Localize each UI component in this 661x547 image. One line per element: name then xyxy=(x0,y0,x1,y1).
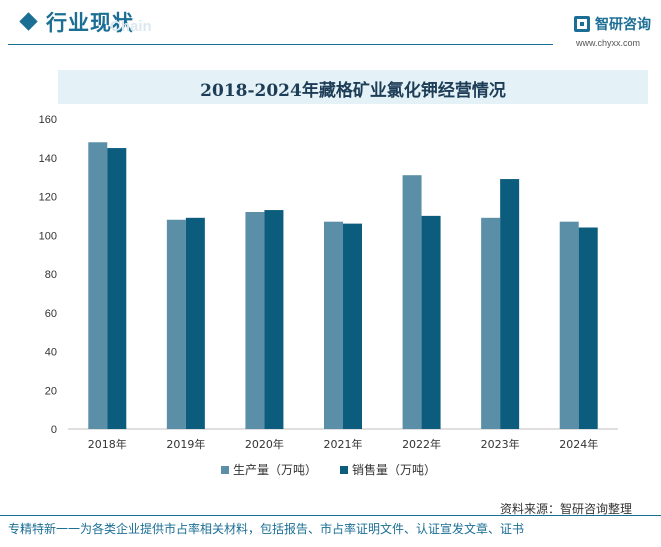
legend-label: 生产量（万吨） xyxy=(233,463,317,477)
bar-production xyxy=(324,221,343,429)
y-tick-label: 100 xyxy=(39,230,57,242)
x-tick-label: 2018年 xyxy=(88,437,127,451)
section-bg-text: Chain xyxy=(110,18,152,35)
legend-swatch xyxy=(340,466,348,474)
bar-production xyxy=(245,212,265,429)
bar-sales xyxy=(264,210,284,429)
bar-sales xyxy=(107,148,127,429)
footer-divider xyxy=(0,515,661,516)
y-tick-label: 40 xyxy=(45,347,57,359)
source-note: 资料来源：智研咨询整理 xyxy=(500,502,633,516)
x-tick-label: 2020年 xyxy=(245,437,284,451)
y-tick-label: 80 xyxy=(45,269,57,281)
y-tick-label: 160 xyxy=(39,114,57,126)
bar-production xyxy=(88,142,108,429)
section-title: 行业现状 xyxy=(46,11,134,35)
logo-icon xyxy=(574,16,590,32)
bar-sales xyxy=(500,179,520,429)
y-tick-label: 140 xyxy=(39,153,57,165)
bar-production xyxy=(559,221,579,429)
brand-logo: 智研咨询 www.chyxx.com xyxy=(574,14,654,48)
y-tick-label: 0 xyxy=(51,424,57,436)
footer-note: 专精特新一一为各类企业提供市占率相关材料，包括报告、市占率证明文件、认证宣发文章… xyxy=(8,522,525,536)
logo-url: www.chyxx.com xyxy=(576,38,641,48)
x-tick-label: 2024年 xyxy=(559,437,598,451)
legend-label: 销售量（万吨） xyxy=(352,462,436,477)
bar-sales xyxy=(343,223,362,429)
bar-sales xyxy=(578,227,598,429)
x-tick-label: 2023年 xyxy=(481,437,520,451)
logo-name: 智研咨询 xyxy=(595,17,651,33)
bar-sales xyxy=(421,215,441,429)
legend-swatch xyxy=(221,466,229,474)
chart-title: 2018-2024年藏格矿业氯化钾经营情况 xyxy=(200,81,506,101)
y-tick-label: 20 xyxy=(45,385,57,397)
bar-chart: 0 20 40 60 80 100 120 140 160 2018年 2019年 2020年 2021… xyxy=(39,114,618,477)
x-tick-label: 2022年 xyxy=(402,437,441,451)
header-divider xyxy=(8,44,553,45)
chart-title-box: 2018-2024年藏格矿业氯化钾经营情况 xyxy=(58,70,648,104)
bar-production xyxy=(481,217,501,429)
x-tick-label: 2019年 xyxy=(166,437,205,451)
bar-production xyxy=(166,219,186,429)
section-header: 行业现状 Chain xyxy=(0,0,661,50)
x-tick-label: 2021年 xyxy=(324,437,363,451)
bar-production xyxy=(402,175,422,429)
bar-sales xyxy=(185,217,205,429)
y-tick-label: 60 xyxy=(45,308,57,320)
y-tick-label: 120 xyxy=(39,192,57,204)
